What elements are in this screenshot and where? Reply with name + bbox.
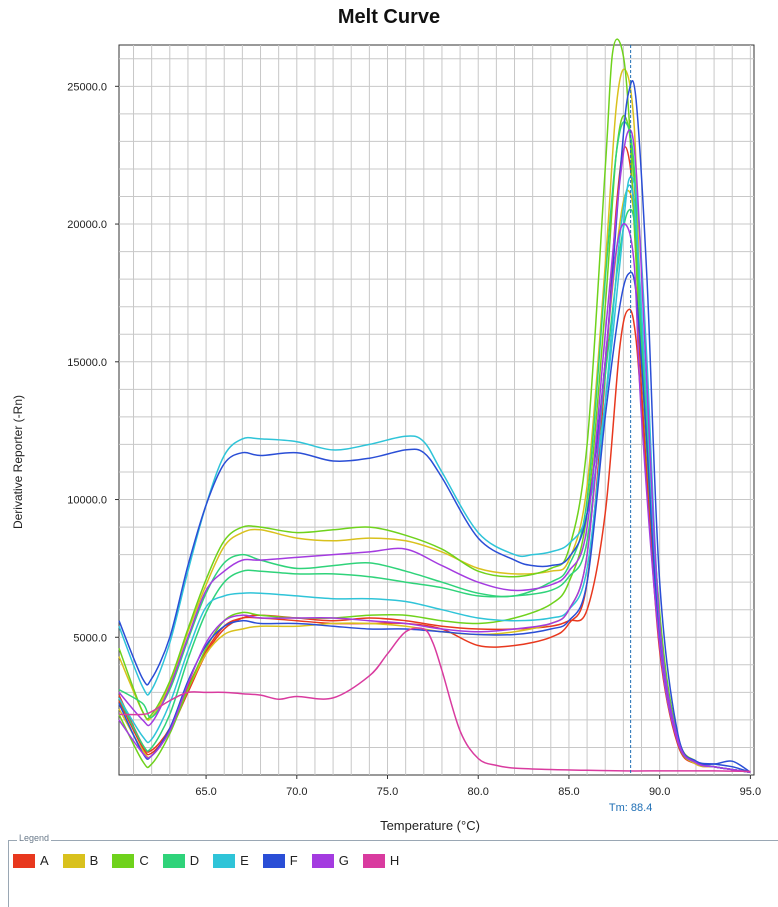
- series-line-h-14[interactable]: [118, 627, 751, 773]
- legend-swatch-e: [213, 853, 236, 868]
- curve-group: [118, 38, 751, 773]
- legend-label-g: G: [338, 853, 349, 868]
- legend-label-f: F: [289, 853, 298, 868]
- x-tick-label: 80.0: [468, 786, 489, 798]
- legend-label-e: E: [240, 853, 249, 868]
- legend-swatch-h: [362, 853, 385, 868]
- tm-label: Tm: 88.4: [609, 802, 652, 814]
- series-line-c-4[interactable]: [118, 38, 751, 773]
- tm-marker: Tm: 88.4: [609, 45, 652, 814]
- series-line-g-13[interactable]: [118, 222, 751, 773]
- legend-label-h: H: [389, 853, 400, 868]
- y-tick-label: 25000.0: [67, 81, 107, 93]
- legend-item-b[interactable]: B: [62, 853, 99, 868]
- legend-swatch-b: [62, 853, 85, 868]
- legend-item-e[interactable]: E: [213, 853, 249, 868]
- legend-label-a: A: [40, 853, 49, 868]
- y-tick-label: 15000.0: [67, 357, 107, 369]
- legend-panel: Legend A B C D E F G H: [8, 833, 778, 907]
- x-axis-ticks: 65.0 70.0 75.0 80.0 85.0 90.0 95.0: [195, 775, 761, 798]
- legend-item-g[interactable]: G: [311, 853, 349, 868]
- legend-swatch-g: [311, 853, 334, 868]
- plot-area: [118, 44, 755, 776]
- y-tick-label: 5000.0: [73, 632, 107, 644]
- x-tick-label: 65.0: [195, 786, 216, 798]
- legend-item-h[interactable]: H: [362, 853, 400, 868]
- x-axis-label: Temperature (°C): [380, 818, 480, 833]
- melt-curve-plot[interactable]: Tm: 88.4 65.0 70.0 75.0 80.0 85.0 90.0 95.0 50…: [0, 0, 778, 840]
- x-tick-label: 85.0: [558, 786, 579, 798]
- series-line-f-10[interactable]: [118, 80, 751, 773]
- legend-title: Legend: [17, 833, 52, 843]
- legend-item-d[interactable]: D: [162, 853, 200, 868]
- y-tick-label: 10000.0: [67, 495, 107, 507]
- legend-label-b: B: [89, 853, 99, 868]
- series-line-g-12[interactable]: [118, 129, 751, 773]
- legend-label-c: C: [139, 853, 149, 868]
- legend-swatch-d: [162, 853, 185, 868]
- x-tick-label: 95.0: [740, 786, 761, 798]
- legend-swatch-f: [262, 853, 285, 868]
- y-axis-label: Derivative Reporter (-Rn): [11, 394, 25, 530]
- x-tick-label: 70.0: [286, 786, 307, 798]
- x-tick-label: 90.0: [649, 786, 670, 798]
- legend-swatch-a: [13, 853, 35, 868]
- x-tick-label: 75.0: [377, 786, 398, 798]
- legend-item-f[interactable]: F: [262, 853, 298, 868]
- y-axis-ticks: 5000.0 10000.0 15000.0 20000.0 25000.0: [67, 81, 119, 644]
- legend-item-a[interactable]: A: [13, 853, 49, 868]
- chart-title: Melt Curve: [337, 6, 441, 28]
- legend-label-d: D: [189, 853, 200, 868]
- legend-item-c[interactable]: C: [112, 853, 149, 868]
- legend-items: A B C D E F G H: [13, 853, 399, 868]
- legend-swatch-c: [112, 853, 135, 868]
- y-tick-label: 20000.0: [67, 219, 107, 231]
